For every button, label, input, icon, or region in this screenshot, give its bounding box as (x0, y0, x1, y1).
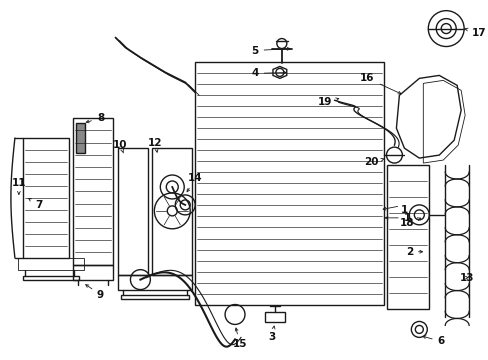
Text: 18: 18 (399, 218, 420, 228)
Text: 6: 6 (422, 336, 444, 346)
Text: 1: 1 (385, 213, 410, 223)
Text: 5: 5 (251, 45, 289, 55)
Text: 4: 4 (251, 68, 285, 78)
Text: 16: 16 (360, 73, 400, 94)
Text: 8: 8 (86, 113, 104, 123)
Text: 10: 10 (113, 140, 127, 153)
Text: 3: 3 (268, 326, 275, 342)
Text: 14: 14 (187, 173, 202, 192)
Polygon shape (76, 123, 84, 153)
Text: 7: 7 (29, 198, 42, 210)
Text: 9: 9 (85, 285, 104, 300)
Text: 11: 11 (12, 178, 26, 194)
Text: 20: 20 (364, 157, 384, 167)
Text: 1: 1 (400, 205, 407, 215)
Text: 17: 17 (464, 28, 486, 37)
Text: 2: 2 (405, 247, 422, 257)
Text: 12: 12 (148, 138, 163, 152)
Text: 13: 13 (459, 273, 473, 283)
Text: 15: 15 (232, 328, 247, 349)
Text: 19: 19 (317, 97, 338, 107)
